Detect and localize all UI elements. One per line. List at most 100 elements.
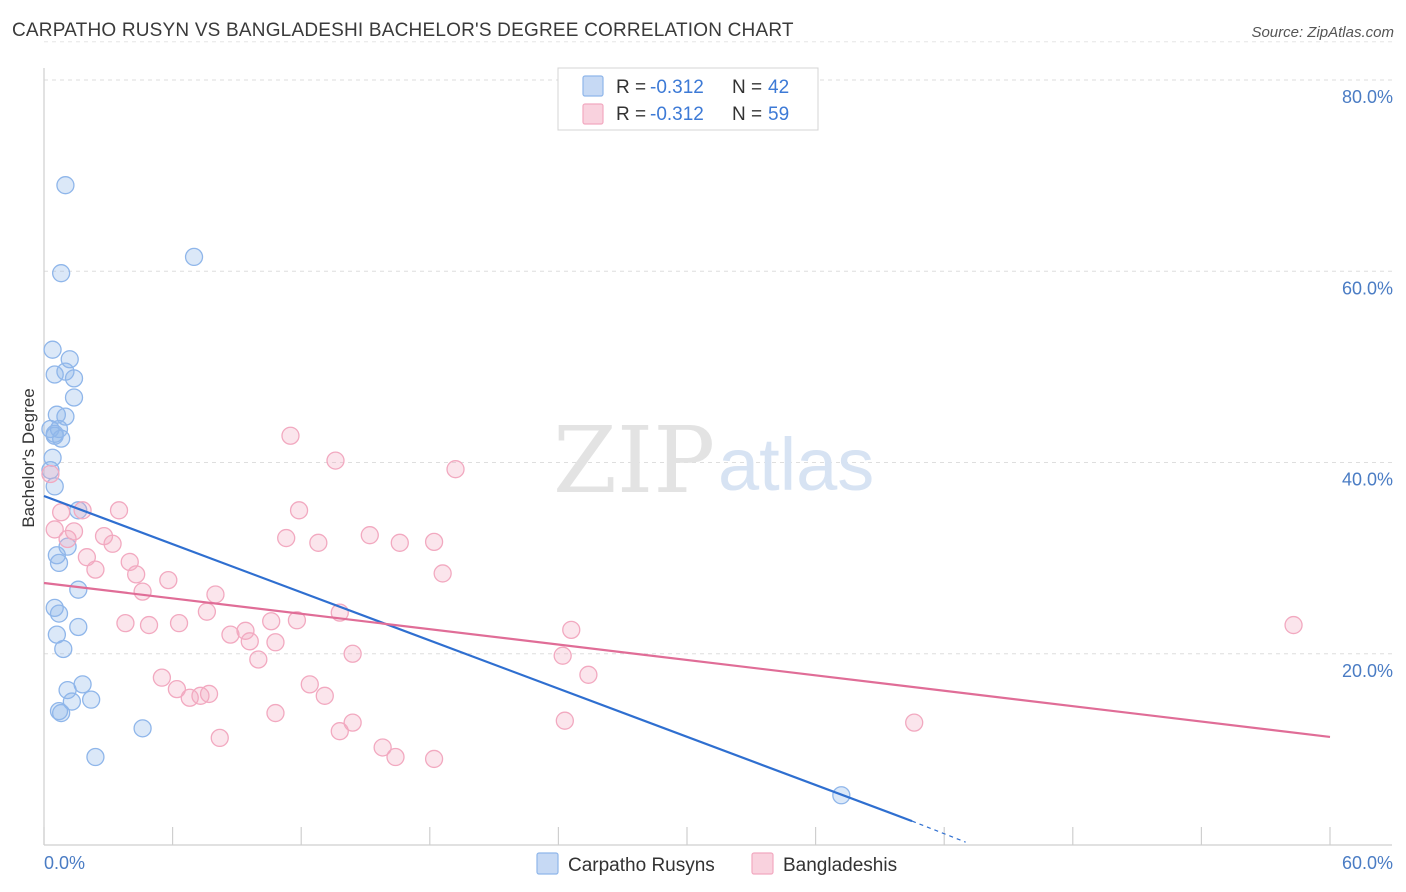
point-rusyns-30 — [58, 680, 77, 700]
point-bangladeshis-48 — [330, 722, 349, 741]
point-bangladeshis-35 — [390, 533, 409, 552]
legend-swatch-carpatho-rusyns — [536, 852, 559, 875]
point-bangladeshis-26 — [277, 528, 296, 548]
point-bangladeshis-39 — [152, 668, 172, 687]
point-bangladeshis-47 — [315, 686, 334, 705]
y-tick-label-20: 20.0% — [1342, 661, 1393, 681]
point-bangladeshis-18 — [197, 602, 217, 621]
point-bangladeshis-27 — [281, 426, 300, 445]
x-tick-label-min: 0.0% — [44, 853, 85, 873]
point-rusyns-36 — [86, 747, 105, 767]
point-bangladeshis-23 — [249, 650, 268, 669]
trend-line-extension-rusyns — [911, 820, 966, 843]
point-rusyns-23 — [69, 580, 88, 599]
point-bangladeshis-10 — [109, 501, 129, 520]
legend-label-bangladeshis: Bangladeshis — [783, 855, 897, 876]
point-rusyns-7 — [51, 264, 71, 283]
point-rusyns-1 — [43, 448, 62, 467]
point-rusyns-12 — [45, 365, 64, 384]
chart-title: CARPATHO RUSYN VS BANGLADESHI BACHELOR'S… — [12, 20, 794, 41]
point-bangladeshis-36 — [424, 532, 444, 552]
point-bangladeshis-37 — [433, 564, 452, 583]
point-rusyns-13 — [64, 369, 84, 388]
point-bangladeshis-38 — [446, 460, 465, 479]
point-bangladeshis-31 — [326, 451, 345, 470]
point-rusyns-26 — [69, 617, 88, 637]
series-bangladeshis — [41, 426, 1303, 769]
legend-stats-n-label-bangladeshis: N = — [732, 104, 762, 125]
point-bangladeshis-25 — [266, 633, 285, 652]
point-bangladeshis-34 — [360, 526, 379, 545]
point-bangladeshis-12 — [127, 565, 146, 584]
point-bangladeshis-57 — [905, 713, 924, 732]
point-bangladeshis-51 — [386, 747, 405, 767]
point-bangladeshis-49 — [343, 713, 362, 732]
x-tick-label-max: 60.0% — [1342, 853, 1393, 873]
point-bangladeshis-33 — [343, 644, 362, 663]
point-bangladeshis-30 — [309, 533, 328, 552]
watermark-zip: ZIP — [553, 407, 715, 514]
point-bangladeshis-16 — [159, 570, 178, 590]
legend-stats-r-value-bangladeshis: -0.312 — [650, 104, 704, 125]
point-bangladeshis-2 — [51, 503, 71, 522]
point-rusyns-14 — [64, 388, 84, 407]
point-rusyns-8 — [184, 247, 204, 267]
legend-stats-n-value-bangladeshis: 59 — [768, 104, 789, 125]
trend-line-rusyns — [43, 494, 913, 823]
y-tick-label-60: 60.0% — [1342, 278, 1393, 298]
legend-stats-r-label-bangladeshis: R = — [616, 104, 646, 125]
point-bangladeshis-53 — [562, 620, 581, 639]
legend-stats-r-label-rusyns: R = — [616, 77, 646, 98]
point-bangladeshis-50 — [373, 738, 392, 757]
watermark-atlas: atlas — [718, 423, 874, 506]
chart-source: Source: ZipAtlas.com — [1251, 24, 1394, 41]
y-tick-label-40: 40.0% — [1342, 470, 1393, 490]
point-rusyns-28 — [54, 639, 73, 659]
point-bangladeshis-0 — [41, 464, 60, 484]
y-tick-labels: 80.0% 60.0% 40.0% 20.0% — [1342, 87, 1393, 681]
point-bangladeshis-15 — [139, 615, 159, 635]
legend-series: Carpatho Rusyns Bangladeshis — [536, 852, 897, 876]
point-bangladeshis-20 — [221, 625, 240, 644]
point-rusyns-34 — [51, 703, 71, 723]
point-bangladeshis-43 — [199, 684, 219, 704]
point-bangladeshis-55 — [579, 665, 598, 684]
legend-stats-n-label-rusyns: N = — [732, 77, 762, 98]
point-bangladeshis-1 — [45, 520, 64, 539]
point-bangladeshis-58 — [1284, 615, 1303, 635]
point-rusyns-22 — [49, 553, 69, 573]
legend-stats: R = -0.312 N = 42 R = -0.312 N = 59 — [557, 67, 819, 131]
point-bangladeshis-21 — [236, 621, 255, 640]
point-rusyns-25 — [49, 604, 69, 623]
legend-label-carpatho-rusyns: Carpatho Rusyns — [568, 855, 715, 876]
point-rusyns-32 — [62, 692, 82, 711]
gridlines — [44, 41, 1392, 655]
legend-stats-swatch-rusyns — [582, 75, 604, 97]
point-rusyns-6 — [56, 176, 75, 195]
point-bangladeshis-54 — [553, 646, 572, 665]
point-bangladeshis-44 — [210, 728, 229, 748]
point-bangladeshis-56 — [555, 711, 574, 730]
point-bangladeshis-22 — [240, 632, 259, 651]
point-bangladeshis-46 — [300, 675, 319, 694]
legend-stats-swatch-bangladeshis — [582, 103, 604, 125]
point-bangladeshis-7 — [86, 560, 105, 579]
point-bangladeshis-13 — [133, 582, 152, 601]
point-bangladeshis-29 — [289, 501, 309, 520]
legend-stats-n-value-rusyns: 42 — [768, 77, 789, 98]
point-rusyns-31 — [82, 690, 101, 709]
point-bangladeshis-19 — [206, 585, 225, 604]
legend-stats-r-value-rusyns: -0.312 — [650, 77, 704, 98]
point-bangladeshis-28 — [287, 611, 307, 630]
point-bangladeshis-24 — [262, 612, 281, 631]
legend-swatch-bangladeshis — [751, 852, 774, 875]
trend-line-bangladeshis — [43, 581, 1331, 739]
point-rusyns-9 — [43, 340, 62, 359]
point-rusyns-35 — [133, 719, 152, 738]
point-bangladeshis-4 — [64, 522, 84, 541]
point-bangladeshis-6 — [77, 548, 97, 567]
point-bangladeshis-45 — [266, 703, 285, 723]
y-tick-label-80: 80.0% — [1342, 87, 1393, 107]
y-axis-label: Bachelor's Degree — [19, 388, 38, 527]
